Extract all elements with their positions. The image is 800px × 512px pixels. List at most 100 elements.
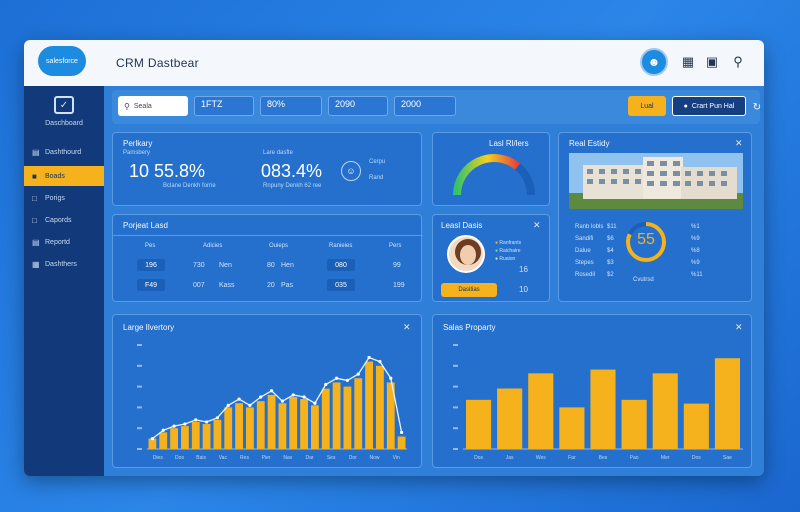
re-rows-right: %1 %9 %8 %9 %11 [691,224,703,278]
sidebar-item-dashboard[interactable]: ▤ Dashthourd [32,147,82,157]
table-cell: 035 [327,279,355,291]
app-title: CRM Dastbear [116,56,199,70]
large-inventory-chart: Dies Dos Bais Vac Res Pier Nav Dar Ses Dor Now Vin [137,344,407,461]
x-tick-label: Dos [175,455,184,461]
sidebar-item-dashthers[interactable]: ▦ Dashthers [32,259,77,269]
refresh-icon[interactable]: ↻ [752,101,762,113]
col-header: Ouieps [269,243,289,249]
sidebar-item-reportd[interactable]: ▤ Reportd [32,237,70,247]
x-tick-label: Dos [692,455,701,461]
x-tick-label: Dies [153,455,164,461]
stat-chip-4[interactable]: 2000 [394,96,456,116]
inventory-trend-point [280,399,285,403]
table-cell: 196 [137,259,165,271]
sales-bar [683,403,709,449]
inventory-bar [278,403,287,449]
search-input[interactable]: ⚲ Seala [118,96,188,116]
stat-chip-1[interactable]: 1FTZ [194,96,254,116]
inventory-trend-point [259,395,263,399]
close-icon[interactable]: ✕ [735,138,743,148]
sales-bar [714,358,740,449]
inventory-bar [365,361,373,449]
projected-lead-panel: Porjeat Lasd Pes Adicies Ouieps Ranieies… [112,214,423,302]
inventory-bar [181,426,189,449]
lead-deals-title: Leasl Dasis [441,221,483,230]
score-value: 55 [637,231,655,248]
sales-property-panel: Salas Proparty ✕ Dos Jas Wes Far Bes Pao Mer Do… [432,314,752,468]
user-avatar[interactable]: ☻ [640,48,668,76]
x-tick-label: Now [369,455,379,461]
kpi-subtitle: Pamsbery [123,150,151,156]
real-estate-panel: Real Estidy ✕ Ranb lobls Sandifi Dalue Step… [558,132,752,302]
contact-avatar[interactable] [447,235,485,273]
y-tick [137,427,142,430]
sales-bar [466,399,492,449]
folder-icon: ■ [32,171,37,181]
gauge-panel: Lasl Rl/lers [432,132,550,206]
inventory-trend-point [150,437,155,441]
inventory-trend-point [194,418,198,422]
stat-chip-2[interactable]: 80% [260,96,322,116]
x-tick-label: Vac [219,455,228,461]
x-tick-label: Bes [599,455,608,461]
gauge-fill [453,154,521,196]
y-tick [453,448,458,450]
kpi-right-value: 083.4% [261,161,323,181]
inventory-trend-point [356,372,360,376]
inventory-trend-point [183,422,187,426]
doc-icon: □ [32,193,37,203]
sidebar-item-capords[interactable]: □ Capords [32,215,72,225]
grid-icon: ▦ [32,259,40,269]
deals-button[interactable]: Dasitias [441,283,497,297]
table-cell: 080 [327,259,355,271]
inventory-trend-point [204,420,209,424]
table-cell: 199 [393,282,405,289]
x-tick-label: Bais [196,455,206,461]
x-tick-label: Dor [349,455,357,461]
close-icon[interactable]: ✕ [735,322,743,332]
puzzle-icon[interactable]: ▦ [681,54,695,69]
table-cell: 007 [193,282,205,289]
y-tick [453,364,458,367]
inventory-trend-point [302,395,306,399]
deal-value-1: 16 [519,265,528,274]
inventory-trend-point [269,389,274,393]
score-fill [626,222,666,262]
inventory-trend-point [324,382,328,387]
search-icon[interactable]: ⚲ [733,54,743,69]
re-rows-mid: $11 $6 $4 $3 $2 [607,224,617,278]
sidebar-item-porigs[interactable]: □ Porigs [32,193,65,203]
lual-button[interactable]: Lual [628,96,666,116]
stat-chip-3[interactable]: 2090 [328,96,388,116]
top-bar: CRM Dastbear ☻ ▦ ▣ ⚲ [24,40,764,86]
inventory-bar [332,382,341,449]
close-icon[interactable]: ✕ [403,322,411,332]
crart-button[interactable]: ● Crart Pun Hal [672,96,746,116]
kpi-icon-label: Cerpu [369,159,386,165]
table-cell: 80 [267,262,275,269]
sidebar-item-boads[interactable]: ■ Boads [24,166,104,186]
y-tick [453,406,458,409]
col-header: Pers [389,243,402,249]
table-cell: 20 [267,282,275,289]
projected-lead-title: Porjeat Lasd [123,221,168,230]
chart-icon: ▤ [32,147,40,157]
y-tick [453,344,458,346]
briefcase-icon[interactable]: ▣ [705,54,719,69]
sales-bar [652,373,678,449]
person-icon: ● [683,102,688,110]
kpi-title: Perlkary [123,139,153,148]
x-tick-label: Pier [262,455,271,461]
people-icon[interactable]: ☺ [341,161,361,181]
close-icon[interactable]: ✕ [533,220,541,230]
salesforce-logo[interactable]: salesforce [38,46,86,76]
inventory-bar [235,403,243,449]
toolbar: ⚲ Seala 1FTZ 80% 2090 2000 Lual ● Crart P… [112,90,762,124]
kpi-panel: Perlkary Pamsbery 10 55.8% Bclane Denkh … [112,132,422,206]
inventory-bar [224,407,233,449]
x-tick-label: Dos [474,455,483,461]
kpi-left-note: Bclane Denkh forrie [163,183,216,189]
inventory-bar [246,407,254,449]
score-ring [626,222,666,262]
sales-bar [497,388,523,449]
